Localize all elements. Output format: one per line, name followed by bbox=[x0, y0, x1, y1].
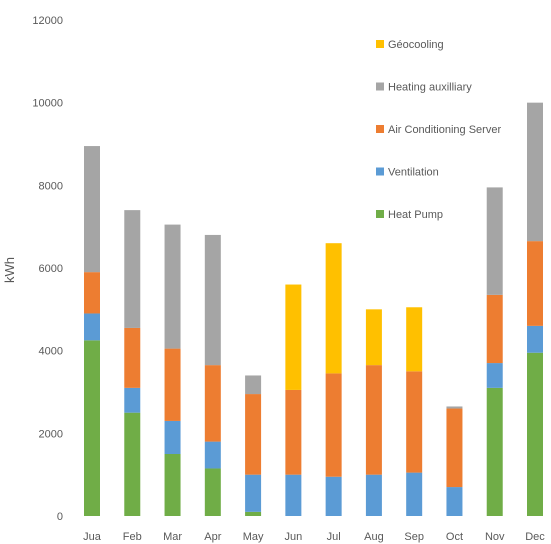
x-tick-label: May bbox=[243, 531, 264, 543]
bar-segment-heating-auxilliary-nov bbox=[486, 187, 503, 295]
bar-segment-heating-auxilliary-mar bbox=[164, 224, 181, 349]
bar-segment-heat-pump-mar bbox=[164, 454, 181, 516]
bar-segment-heating-auxilliary-oct bbox=[446, 406, 463, 409]
bar-segment-heat-pump-apr bbox=[204, 468, 221, 516]
legend-swatch bbox=[376, 40, 384, 48]
y-tick-label: 8000 bbox=[39, 180, 63, 192]
x-tick-label: Mar bbox=[163, 531, 182, 543]
bar-segment-air-conditioning-server-mar bbox=[164, 348, 181, 421]
bar-segment-air-conditioning-server-jul bbox=[325, 373, 342, 477]
x-tick-label: Jul bbox=[327, 531, 341, 543]
bar-segment-air-conditioning-server-aug bbox=[365, 365, 382, 475]
y-tick-label: 6000 bbox=[39, 263, 63, 275]
y-tick-label: 4000 bbox=[39, 346, 63, 358]
legend-label: Air Conditioning Server bbox=[388, 124, 501, 136]
y-tick-label: 0 bbox=[57, 511, 63, 523]
bar-segment-heating-auxilliary-feb bbox=[124, 210, 141, 328]
bar-segment-g-ocooling-aug bbox=[365, 309, 382, 366]
y-tick-label: 2000 bbox=[39, 428, 63, 440]
bar-segment-g-ocooling-jun bbox=[285, 284, 302, 390]
bar-segment-heating-auxilliary-may bbox=[245, 375, 262, 395]
x-tick-label: Jun bbox=[284, 531, 302, 543]
y-tick-label: 10000 bbox=[32, 98, 63, 110]
bar-segment-air-conditioning-server-oct bbox=[446, 408, 463, 488]
bar-segment-heating-auxilliary-jua bbox=[84, 146, 100, 273]
bar-segment-heat-pump-nov bbox=[486, 387, 503, 516]
legend-label: Géocooling bbox=[388, 39, 444, 51]
bar-segment-g-ocooling-jul bbox=[325, 243, 342, 374]
y-axis-label: kWh bbox=[2, 257, 17, 283]
x-tick-label: Jua bbox=[83, 531, 102, 543]
bar-segment-air-conditioning-server-sep bbox=[406, 371, 423, 473]
bar-segment-heat-pump-may bbox=[245, 511, 262, 516]
bar-segment-heat-pump-feb bbox=[124, 412, 141, 516]
bar-segment-air-conditioning-server-may bbox=[245, 394, 262, 475]
x-tick-label: Aug bbox=[364, 531, 384, 543]
legend-swatch bbox=[376, 125, 384, 133]
bar-segment-ventilation-sep bbox=[406, 472, 423, 516]
bar-segment-ventilation-aug bbox=[365, 474, 382, 516]
legend: Géocooling Heating auxilliary Air Conditio… bbox=[376, 39, 501, 221]
x-tick-label: Feb bbox=[123, 531, 142, 543]
legend-swatch bbox=[376, 210, 384, 218]
x-axis-ticks: Jua Feb Mar Apr May Jun Jul Aug Sep Oct Nov Dec bbox=[83, 531, 545, 543]
bar-segment-air-conditioning-server-apr bbox=[204, 365, 221, 442]
bar-segment-ventilation-jul bbox=[325, 476, 342, 516]
x-tick-label: Dec bbox=[525, 531, 545, 543]
bar-segment-ventilation-nov bbox=[486, 363, 503, 388]
bar-segment-ventilation-apr bbox=[204, 441, 221, 469]
bar-segment-ventilation-jun bbox=[285, 474, 302, 516]
bar-segment-heat-pump-jua bbox=[84, 340, 100, 516]
bars bbox=[84, 102, 543, 516]
x-tick-label: Oct bbox=[446, 531, 463, 543]
bar-segment-ventilation-jua bbox=[84, 313, 100, 341]
bar-segment-ventilation-mar bbox=[164, 420, 181, 454]
legend-label: Ventilation bbox=[388, 167, 439, 179]
x-tick-label: Apr bbox=[204, 531, 221, 543]
legend-swatch bbox=[376, 82, 384, 91]
bar-segment-air-conditioning-server-dec bbox=[527, 241, 543, 326]
x-tick-label: Sep bbox=[404, 531, 424, 543]
bar-segment-air-conditioning-server-nov bbox=[486, 294, 503, 364]
legend-label: Heat Pump bbox=[388, 209, 443, 221]
y-axis-ticks: 0 2000 4000 6000 8000 10000 12000 bbox=[32, 15, 63, 523]
bar-segment-g-ocooling-sep bbox=[406, 307, 423, 372]
bar-segment-heating-auxilliary-apr bbox=[204, 234, 221, 366]
bar-segment-ventilation-dec bbox=[527, 325, 543, 353]
bar-segment-air-conditioning-server-feb bbox=[124, 327, 141, 388]
bar-segment-heating-auxilliary-dec bbox=[527, 102, 543, 242]
y-tick-label: 12000 bbox=[32, 15, 63, 27]
x-tick-label: Nov bbox=[485, 531, 505, 543]
bar-segment-air-conditioning-server-jun bbox=[285, 389, 302, 475]
bar-segment-ventilation-may bbox=[245, 474, 262, 512]
legend-label: Heating auxilliary bbox=[388, 82, 472, 94]
legend-swatch bbox=[376, 167, 384, 176]
bar-segment-ventilation-feb bbox=[124, 387, 141, 413]
bar-segment-air-conditioning-server-jua bbox=[84, 272, 100, 314]
bar-segment-ventilation-oct bbox=[446, 487, 463, 516]
bar-segment-heat-pump-dec bbox=[527, 352, 543, 516]
